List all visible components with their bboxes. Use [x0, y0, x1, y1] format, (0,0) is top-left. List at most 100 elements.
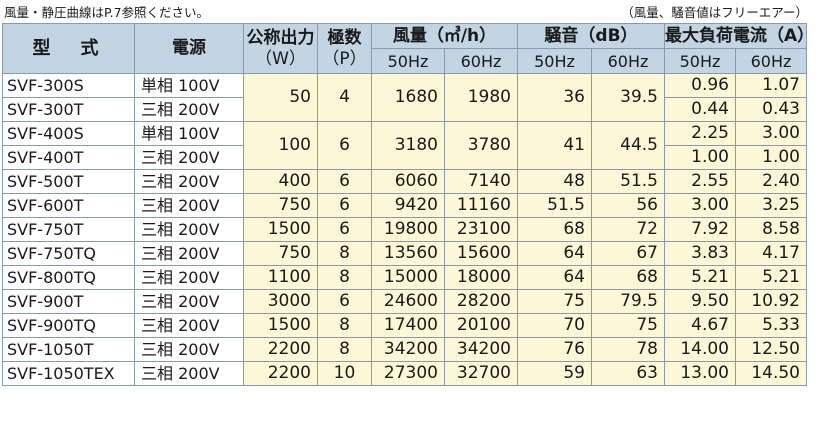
cell-airflow-60hz: 15600: [444, 241, 518, 266]
cell-model: SVF-500T: [2, 169, 135, 194]
cell-noise-60hz: 39.5: [591, 73, 665, 122]
cell-model: SVF-750T: [2, 217, 135, 242]
cell-output: 3000: [243, 289, 318, 314]
cell-noise-50hz: 51.5: [517, 193, 592, 218]
cell-power: 単相 100V: [134, 73, 244, 98]
cell-model: SVF-900T: [2, 289, 135, 314]
header-poles-label: 極数: [327, 27, 362, 48]
cell-noise-60hz: 51.5: [591, 169, 665, 194]
cell-airflow-50hz: 6060: [371, 169, 445, 194]
cell-power: 三相 200V: [134, 193, 244, 218]
cell-airflow-50hz: 34200: [371, 337, 445, 362]
cell-power: 三相 200V: [134, 169, 244, 194]
cell-current-50hz: 0.44: [664, 97, 736, 122]
cell-noise-50hz: 64: [517, 265, 592, 290]
cell-output: 2200: [243, 337, 318, 362]
cell-poles: 6: [317, 169, 372, 194]
cell-current-60hz: 10.92: [735, 289, 807, 314]
cell-current-50hz: 2.55: [664, 169, 736, 194]
table-row: SVF-600T 三相 200V 750 6 9420 11160 51.5 56 3.00 3.…: [2, 193, 807, 218]
cell-current-50hz: 0.96: [664, 73, 736, 98]
cell-current-50hz: 1.00: [664, 145, 736, 170]
header-noise-50hz: 50Hz: [517, 48, 592, 74]
cell-current-50hz: 3.83: [664, 241, 736, 266]
cell-noise-50hz: 68: [517, 217, 592, 242]
header-poles-unit: （P）: [322, 48, 367, 69]
cell-airflow-50hz: 19800: [371, 217, 445, 242]
cell-output: 750: [243, 241, 318, 266]
cell-airflow-60hz: 20100: [444, 313, 518, 338]
cell-noise-50hz: 64: [517, 241, 592, 266]
cell-noise-60hz: 63: [591, 361, 665, 386]
cell-airflow-50hz: 13560: [371, 241, 445, 266]
cell-poles: 6: [317, 289, 372, 314]
cell-current-60hz: 0.43: [735, 97, 807, 122]
cell-airflow-60hz: 7140: [444, 169, 518, 194]
cell-noise-60hz: 68: [591, 265, 665, 290]
table-row: SVF-900T 三相 200V 3000 6 24600 28200 75 79.5 9.50…: [2, 289, 807, 314]
table-row: SVF-500T 三相 200V 400 6 6060 7140 48 51.5 2.55 2.4…: [2, 169, 807, 194]
cell-power: 三相 200V: [134, 97, 244, 122]
cell-output: 100: [243, 121, 318, 170]
cell-poles: 6: [317, 121, 372, 170]
cell-current-50hz: 3.00: [664, 193, 736, 218]
cell-airflow-50hz: 3180: [371, 121, 445, 170]
cell-current-50hz: 7.92: [664, 217, 736, 242]
cell-noise-50hz: 41: [517, 121, 592, 170]
note-curve-reference: 風量・静圧曲線はP.7参照ください。: [4, 5, 210, 20]
cell-airflow-50hz: 27300: [371, 361, 445, 386]
cell-model: SVF-600T: [2, 193, 135, 218]
cell-noise-50hz: 48: [517, 169, 592, 194]
cell-noise-60hz: 67: [591, 241, 665, 266]
cell-power: 三相 200V: [134, 145, 244, 170]
notes-bar: 風量・静圧曲線はP.7参照ください。 （風量、騒音値はフリーエアー）: [0, 0, 816, 20]
cell-model: SVF-750TQ: [2, 241, 135, 266]
cell-poles: 8: [317, 265, 372, 290]
cell-current-60hz: 2.40: [735, 169, 807, 194]
table-row: SVF-1050T 三相 200V 2200 8 34200 34200 76 78 14.00…: [2, 337, 807, 362]
cell-airflow-50hz: 1680: [371, 73, 445, 122]
table-row: SVF-800TQ 三相 200V 1100 8 15000 18000 64 68 5.21 5…: [2, 265, 807, 290]
cell-power: 三相 200V: [134, 241, 244, 266]
cell-current-60hz: 4.17: [735, 241, 807, 266]
spec-table: 型 式 電源 公称出力 （W） 極数 （P） 風量（㎥/h） 騒音（dB） 最大…: [2, 23, 814, 386]
cell-output: 750: [243, 193, 318, 218]
cell-power: 三相 200V: [134, 217, 244, 242]
cell-current-50hz: 5.21: [664, 265, 736, 290]
cell-noise-60hz: 75: [591, 313, 665, 338]
cell-current-60hz: 5.33: [735, 313, 807, 338]
cell-power: 三相 200V: [134, 265, 244, 290]
cell-power: 三相 200V: [134, 289, 244, 314]
cell-airflow-60hz: 1980: [444, 73, 518, 122]
header-model: 型 式: [2, 23, 135, 74]
header-noise: 騒音（dB）: [517, 23, 665, 49]
header-power: 電源: [134, 23, 244, 74]
table-row: SVF-300S 単相 100V 50 4 1680 1980 36 39.5 …: [2, 73, 807, 122]
table-row: SVF-300T 三相 200V 0.44 0.43: [2, 97, 807, 122]
cell-airflow-60hz: 3780: [444, 121, 518, 170]
cell-output: 400: [243, 169, 318, 194]
cell-model: SVF-300S: [2, 73, 135, 98]
cell-current-50hz: 13.00: [664, 361, 736, 386]
header-airflow-60hz: 60Hz: [444, 48, 518, 74]
header-current-60hz: 60Hz: [735, 48, 807, 74]
cell-poles: 10: [317, 361, 372, 386]
cell-airflow-60hz: 11160: [444, 193, 518, 218]
cell-model: SVF-900TQ: [2, 313, 135, 338]
header-current-50hz: 50Hz: [664, 48, 736, 74]
cell-output: 1500: [243, 313, 318, 338]
cell-noise-50hz: 36: [517, 73, 592, 122]
cell-poles: 8: [317, 241, 372, 266]
cell-airflow-60hz: 23100: [444, 217, 518, 242]
header-output-label: 公称出力: [246, 27, 315, 48]
cell-current-60hz: 8.58: [735, 217, 807, 242]
cell-model: SVF-800TQ: [2, 265, 135, 290]
cell-noise-60hz: 72: [591, 217, 665, 242]
cell-noise-60hz: 78: [591, 337, 665, 362]
cell-power: 単相 100V: [134, 121, 244, 146]
cell-output: 50: [243, 73, 318, 122]
cell-current-60hz: 1.07: [735, 73, 807, 98]
header-airflow: 風量（㎥/h）: [371, 23, 518, 49]
cell-airflow-60hz: 28200: [444, 289, 518, 314]
cell-poles: 8: [317, 313, 372, 338]
